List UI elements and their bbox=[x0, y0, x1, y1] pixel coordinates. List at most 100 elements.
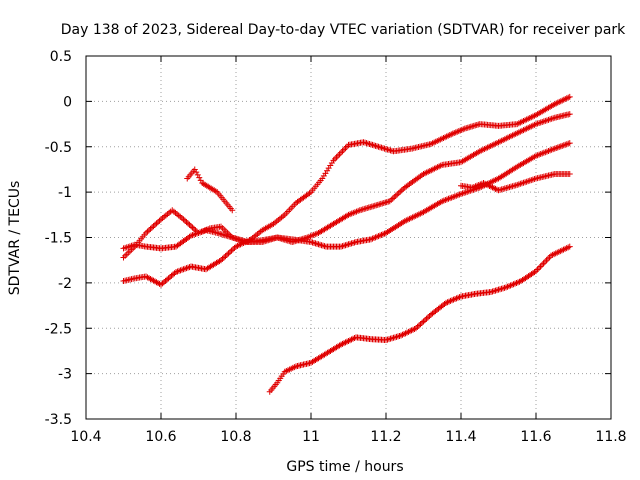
data-point bbox=[341, 146, 347, 153]
data-point bbox=[539, 118, 546, 125]
data-point bbox=[196, 174, 203, 181]
data-point bbox=[540, 118, 547, 125]
data-point bbox=[514, 181, 521, 188]
data-point bbox=[194, 171, 201, 178]
data-point bbox=[462, 189, 469, 196]
data-point bbox=[397, 188, 404, 195]
data-point bbox=[189, 224, 196, 231]
data-point bbox=[566, 243, 573, 250]
plot-frame bbox=[85, 55, 612, 420]
data-series bbox=[120, 93, 573, 288]
y-tick-label: 0 bbox=[63, 94, 72, 110]
data-point bbox=[188, 223, 194, 230]
chart-title: Day 138 of 2023, Sidereal Day-to-day VTE… bbox=[61, 22, 626, 38]
data-point bbox=[529, 176, 536, 183]
y-tick-label: -3 bbox=[58, 367, 72, 383]
data-point bbox=[523, 178, 530, 185]
data-point bbox=[191, 225, 197, 232]
x-tick-label: 11.6 bbox=[520, 429, 551, 445]
data-point bbox=[335, 152, 341, 159]
data-point bbox=[222, 253, 229, 260]
data-point bbox=[398, 187, 405, 194]
data-point bbox=[228, 247, 235, 254]
data-point bbox=[420, 318, 427, 325]
data-point bbox=[423, 315, 430, 322]
data-point bbox=[229, 207, 236, 214]
data-point bbox=[221, 254, 227, 261]
data-point bbox=[543, 257, 550, 264]
data-point bbox=[389, 195, 396, 202]
data-point bbox=[225, 250, 232, 257]
data-point bbox=[224, 251, 230, 258]
data-point bbox=[517, 180, 524, 187]
data-point bbox=[545, 116, 552, 123]
data-point bbox=[197, 177, 204, 184]
x-tick-label: 10.4 bbox=[70, 429, 101, 445]
data-point bbox=[156, 217, 163, 224]
data-point bbox=[394, 191, 401, 198]
data-point bbox=[416, 322, 422, 329]
data-point bbox=[528, 177, 535, 184]
data-point bbox=[144, 228, 151, 235]
data-point bbox=[150, 223, 157, 230]
data-point bbox=[419, 319, 425, 326]
data-point bbox=[531, 176, 538, 183]
data-point bbox=[542, 117, 549, 124]
data-point bbox=[540, 260, 547, 267]
data-point bbox=[566, 170, 573, 177]
data-point bbox=[395, 190, 402, 197]
data-series bbox=[184, 166, 236, 214]
data-point bbox=[182, 217, 188, 224]
data-point bbox=[332, 155, 338, 162]
data-point bbox=[338, 149, 344, 156]
data-point bbox=[422, 317, 428, 324]
data-point bbox=[566, 93, 573, 100]
data-point bbox=[536, 264, 542, 271]
data-point bbox=[545, 255, 551, 262]
data-point bbox=[566, 140, 573, 147]
x-tick-label: 11.2 bbox=[370, 429, 401, 445]
x-tick-label: 11.4 bbox=[445, 429, 476, 445]
data-point bbox=[392, 192, 399, 199]
y-tick-label: -3.5 bbox=[45, 412, 72, 428]
data-point bbox=[537, 119, 544, 126]
data-series bbox=[120, 140, 573, 252]
data-point bbox=[425, 314, 431, 321]
x-tick-label: 10.8 bbox=[220, 429, 251, 445]
data-point bbox=[152, 221, 158, 228]
data-point bbox=[153, 220, 160, 227]
data-point bbox=[547, 116, 554, 123]
data-point bbox=[336, 151, 343, 158]
data-point bbox=[386, 198, 393, 205]
data-point bbox=[550, 115, 557, 122]
axis-ticks: 10.4 10.6 10.8 11 11.2 11.4 11.6 11.8 0.5 0 -0.5 -1… bbox=[45, 49, 627, 445]
data-point bbox=[146, 227, 152, 234]
data-point bbox=[333, 154, 340, 161]
x-tick-label: 11.8 bbox=[595, 429, 626, 445]
x-axis-title: GPS time / hours bbox=[286, 459, 403, 475]
data-point bbox=[149, 224, 155, 231]
y-tick-label: -2 bbox=[58, 276, 72, 292]
data-point bbox=[391, 194, 398, 201]
y-tick-label: -1 bbox=[58, 185, 72, 201]
data-series bbox=[120, 111, 573, 261]
x-tick-label: 10.6 bbox=[145, 429, 176, 445]
data-point bbox=[518, 180, 525, 187]
data-point bbox=[566, 111, 573, 118]
y-tick-label: -2.5 bbox=[45, 321, 72, 337]
data-point bbox=[183, 219, 190, 226]
data-point bbox=[147, 225, 154, 232]
data-series bbox=[266, 243, 573, 395]
data-point bbox=[522, 179, 529, 186]
y-tick-label: -0.5 bbox=[45, 140, 72, 156]
y-tick-label: 0.5 bbox=[50, 49, 72, 65]
x-tick-label: 11 bbox=[302, 429, 320, 445]
data-point bbox=[539, 261, 545, 268]
data-point bbox=[543, 117, 550, 124]
data-point bbox=[515, 181, 522, 188]
data-points bbox=[120, 93, 573, 395]
y-axis-title: SDTVAR / TECUs bbox=[7, 181, 23, 296]
data-point bbox=[526, 177, 533, 184]
data-point bbox=[186, 221, 193, 228]
data-point bbox=[525, 178, 532, 185]
